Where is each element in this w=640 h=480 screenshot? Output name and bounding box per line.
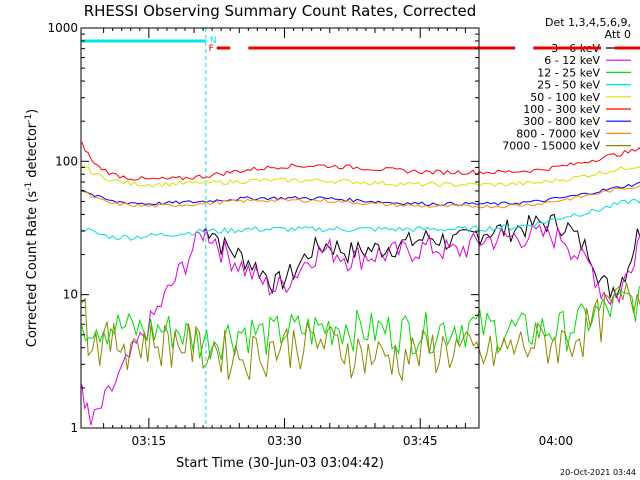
legend-label-2: 12 - 25 keV [537, 66, 600, 79]
legend-label-3: 25 - 50 keV [537, 79, 600, 92]
y-axis-title-part2: detector [25, 122, 40, 182]
y-tick-label-0: 1 [70, 421, 78, 435]
series-line-6 [81, 181, 640, 207]
legend: Det 1,3,4,5,6,9, Att 0 3 - 6 keV6 - 12 k… [502, 16, 631, 153]
legend-label-6: 300 - 800 keV [523, 115, 600, 128]
series-line-2 [81, 285, 640, 360]
x-tick-label-3: 04:00 [539, 434, 574, 448]
x-axis-title: Start Time (30-Jun-03 03:04:42) [176, 456, 384, 471]
y-axis-title-sup2: -1 [24, 114, 34, 123]
series-line-8 [81, 282, 640, 383]
legend-label-1: 6 - 12 keV [544, 54, 600, 67]
series-line-3 [81, 199, 640, 241]
series-layer [81, 141, 640, 426]
plot-frame [80, 27, 480, 429]
footer-timestamp: 20-Oct-2021 03:44 [560, 468, 636, 477]
legend-label-5: 100 - 300 keV [523, 103, 600, 116]
legend-label-8: 7000 - 15000 keV [502, 140, 600, 153]
x-tick-label-1: 03:30 [267, 434, 302, 448]
y-axis-title-part1: Corrected Count Rate (s [25, 191, 40, 348]
y-axis-title-part3: ) [25, 109, 40, 114]
legend-label-7: 800 - 7000 keV [516, 127, 600, 140]
series-line-4 [81, 165, 640, 188]
legend-header-2: Att 0 [605, 28, 631, 41]
flare-flag-label: F [209, 44, 214, 54]
night-flag-label: N [210, 36, 217, 46]
legend-label-4: 50 - 100 keV [530, 91, 600, 104]
chart-title: RHESSI Observing Summary Count Rates, Co… [84, 2, 477, 20]
y-tick-label-1: 10 [63, 288, 78, 302]
y-axis-title-sup1: -1 [24, 182, 34, 191]
y-axis-title: Corrected Count Rate (s-1 detector-1) [24, 109, 40, 347]
x-tick-label-0: 03:15 [132, 434, 167, 448]
series-line-5 [81, 141, 640, 181]
y-tick-label-2: 100 [55, 154, 78, 168]
y-axis-ticks: 1 10 100 1000 [47, 21, 479, 435]
legend-header-1: Det 1,3,4,5,6,9, [545, 16, 631, 29]
flag-layer: FN [81, 28, 640, 428]
x-tick-label-2: 03:45 [403, 434, 438, 448]
y-tick-label-3: 1000 [47, 21, 78, 35]
series-line-7 [81, 185, 640, 209]
